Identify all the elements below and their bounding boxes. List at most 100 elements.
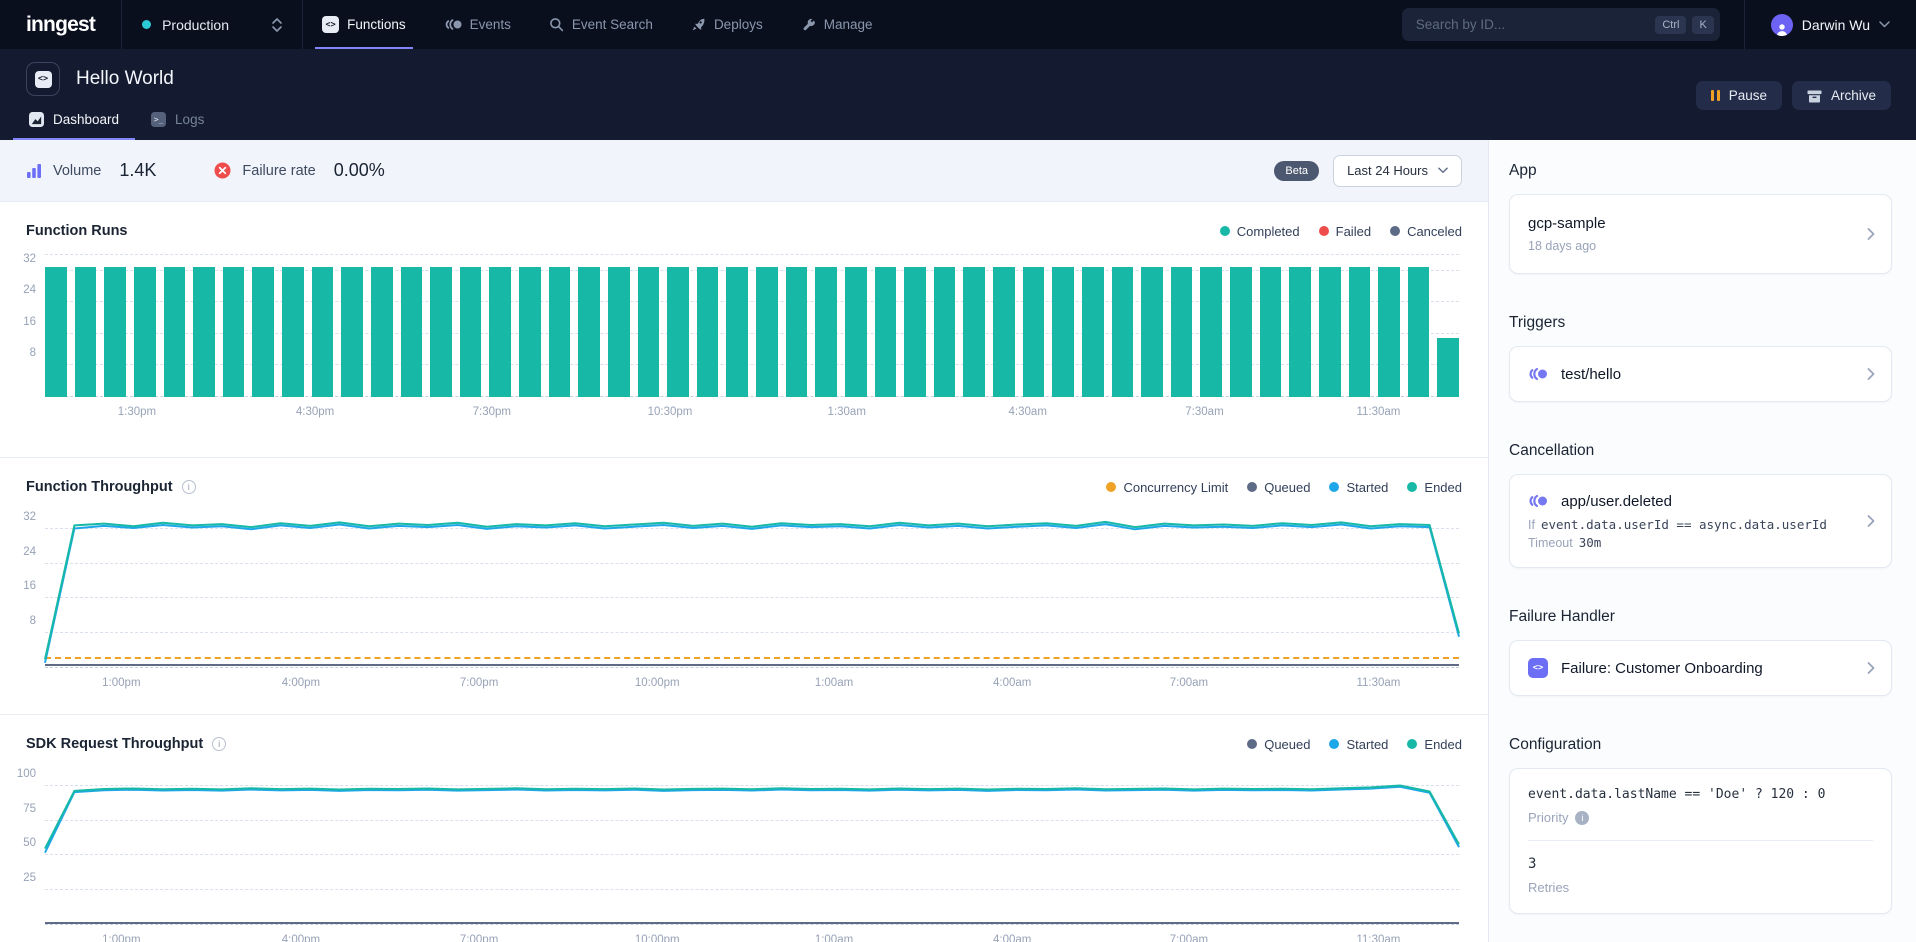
ended-line <box>45 522 1459 659</box>
sidebar: App gcp-sample 18 days ago Triggers test… <box>1489 140 1916 942</box>
app-card[interactable]: gcp-sample 18 days ago <box>1509 194 1892 274</box>
legend-dot <box>1329 739 1339 749</box>
tab-label: Dashboard <box>53 112 119 127</box>
archive-button[interactable]: Archive <box>1792 81 1891 110</box>
completed-runs-bar <box>786 267 808 397</box>
function-header: <> Hello World Dashboard >_ Logs Pause <box>0 49 1916 140</box>
x-axis-tick-label: 4:30am <box>1009 406 1047 418</box>
completed-runs-bar <box>934 267 956 397</box>
completed-runs-bar <box>45 267 67 397</box>
search-input[interactable] <box>1416 17 1650 32</box>
x-axis-tick-label: 7:00pm <box>460 934 498 942</box>
nav-item-deploys[interactable]: Deploys <box>672 0 782 49</box>
chart-legend: CompletedFailedCanceled <box>1220 224 1462 239</box>
legend-dot <box>1220 226 1230 236</box>
environment-status-dot <box>142 20 151 29</box>
up-down-chevron-icon <box>272 17 282 33</box>
started-line <box>45 524 1459 663</box>
trigger-card[interactable]: test/hello <box>1509 346 1892 402</box>
nav-item-events[interactable]: Events <box>425 0 530 49</box>
completed-runs-bar <box>845 267 867 397</box>
event-icon <box>1528 494 1548 508</box>
timeout-label: Timeout <box>1528 536 1573 550</box>
info-icon[interactable]: i <box>1575 811 1589 825</box>
nav-item-event-search[interactable]: Event Search <box>530 0 672 49</box>
priority-label-row: Priority i <box>1528 810 1873 825</box>
time-range-value: Last 24 Hours <box>1347 163 1428 178</box>
retries-label: Retries <box>1528 880 1873 895</box>
bar-chart-icon <box>26 163 42 179</box>
function-tabs: Dashboard >_ Logs <box>13 112 220 140</box>
cancellation-condition: If event.data.userId == async.data.userI… <box>1528 517 1847 532</box>
y-axis-tick-label: 75 <box>23 803 36 815</box>
completed-runs-bar <box>401 267 423 397</box>
completed-runs-bar <box>1289 267 1311 397</box>
k-key-badge: K <box>1692 16 1713 34</box>
nav-item-label: Functions <box>347 17 406 32</box>
completed-runs-bar <box>756 267 778 397</box>
info-icon[interactable]: i <box>212 737 226 751</box>
inngest-logo[interactable]: inngest <box>0 0 121 49</box>
x-axis-tick-label: 1:00pm <box>102 934 140 942</box>
completed-runs-bar <box>875 267 897 397</box>
pause-button[interactable]: Pause <box>1696 81 1782 110</box>
ctrl-key-badge: Ctrl <box>1655 16 1686 34</box>
x-axis-tick-label: 11:30am <box>1356 406 1400 418</box>
completed-runs-bar <box>430 267 452 397</box>
chevron-right-icon <box>1867 515 1875 528</box>
completed-runs-bar <box>341 267 363 397</box>
user-menu[interactable]: Darwin Wu <box>1745 0 1916 49</box>
cancellation-expression: event.data.userId == async.data.userId <box>1541 517 1827 532</box>
function-badge-icon: <> <box>1528 658 1548 678</box>
chart-title: Function Runs <box>26 223 128 239</box>
cancellation-timeout: Timeout 30m <box>1528 535 1847 550</box>
cancellation-card[interactable]: app/user.deleted If event.data.userId ==… <box>1509 474 1892 568</box>
priority-expression: event.data.lastName == 'Doe' ? 120 : 0 <box>1528 787 1873 802</box>
search-box[interactable]: Ctrl K <box>1402 8 1720 41</box>
legend-dot <box>1319 226 1329 236</box>
legend-item: Concurrency Limit <box>1106 480 1228 495</box>
tab-logs[interactable]: >_ Logs <box>135 112 220 140</box>
legend-dot <box>1407 482 1417 492</box>
completed-runs-bar <box>815 267 837 397</box>
y-axis-tick-label: 32 <box>23 253 36 265</box>
function-icon: <> <box>26 62 60 96</box>
timeout-value: 30m <box>1579 535 1602 550</box>
cancellation-heading: Cancellation <box>1509 442 1892 460</box>
environment-switcher[interactable]: Production <box>122 0 302 49</box>
nav-item-manage[interactable]: Manage <box>782 0 892 49</box>
legend-item: Completed <box>1220 224 1300 239</box>
time-range-select[interactable]: Last 24 Hours <box>1333 155 1462 187</box>
volume-stat: Volume 1.4K <box>26 160 156 181</box>
completed-runs-bar <box>549 267 571 397</box>
nav-item-functions[interactable]: <> Functions <box>303 0 425 49</box>
chart-legend: QueuedStartedEnded <box>1247 737 1462 752</box>
bar-plot-area: 81624321:30pm4:30pm7:30pm10:30pm1:30am4:… <box>45 255 1459 397</box>
x-axis-tick-label: 4:00am <box>993 934 1031 942</box>
x-axis-tick-label: 10:00pm <box>635 677 680 689</box>
function-throughput-chart-section: Function Throughputi Concurrency LimitQu… <box>0 458 1488 715</box>
tab-dashboard[interactable]: Dashboard <box>13 112 135 140</box>
cancellation-section: Cancellation app/user.deleted If event.d… <box>1509 442 1892 568</box>
x-axis-tick-label: 1:00am <box>815 934 853 942</box>
y-axis-tick-label: 50 <box>23 837 36 849</box>
completed-runs-bar <box>904 267 926 397</box>
beta-badge: Beta <box>1274 161 1319 181</box>
info-icon[interactable]: i <box>182 480 196 494</box>
completed-runs-bar <box>1230 267 1252 397</box>
x-axis-tick-label: 4:00am <box>993 677 1031 689</box>
pause-icon <box>1711 90 1720 101</box>
chart-header: Function Throughputi Concurrency LimitQu… <box>26 479 1462 495</box>
page-title: Hello World <box>76 68 174 90</box>
completed-runs-bar <box>1052 267 1074 397</box>
functions-icon: <> <box>322 16 339 33</box>
header-actions: Pause Archive <box>1696 81 1891 110</box>
completed-runs-bar <box>1171 267 1193 397</box>
completed-runs-bar <box>193 267 215 397</box>
configuration-heading: Configuration <box>1509 736 1892 754</box>
completed-runs-bar <box>1200 267 1222 397</box>
completed-runs-bar <box>519 267 541 397</box>
failure-handler-card[interactable]: <> Failure: Customer Onboarding <box>1509 640 1892 696</box>
nav-item-label: Event Search <box>572 17 653 32</box>
x-axis-tick-label: 1:00pm <box>102 677 140 689</box>
